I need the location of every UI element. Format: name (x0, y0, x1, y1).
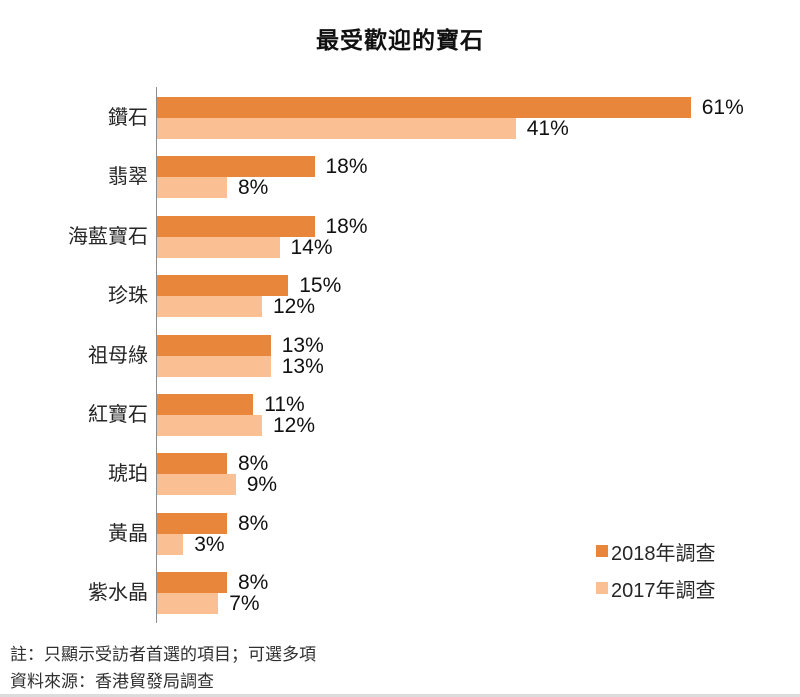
value-label-2017年調查: 7% (229, 592, 260, 616)
category-label: 紫水晶 (88, 582, 148, 605)
category-label: 琥珀 (108, 463, 148, 486)
bar-2018年調查 (157, 275, 289, 297)
bar-2018年調查 (157, 334, 271, 356)
value-label-2018年調查: 18% (325, 155, 368, 179)
footnote: 註：只顯示受訪者首選的項目；可選多項 (10, 645, 316, 664)
legend-swatch-2018-icon (596, 545, 608, 557)
bar-2017年調查 (157, 118, 516, 139)
footnotes: 註：只顯示受訪者首選的項目；可選多項 資料來源：香港貿發局調查 (10, 641, 316, 695)
bar-2017年調查 (157, 296, 262, 318)
bar-2017年調查 (157, 474, 236, 496)
category-label: 鑽石 (108, 107, 148, 129)
value-label-2017年調查: 8% (238, 176, 269, 200)
value-label-2017年調查: 14% (290, 235, 333, 259)
bar-2018年調查 (157, 512, 227, 534)
bottom-divider (0, 694, 800, 697)
bar-2017年調查 (157, 236, 280, 258)
value-label-2017年調查: 13% (281, 354, 324, 378)
category-label: 黃晶 (108, 522, 148, 545)
bar-2018年調查 (157, 572, 227, 594)
bar-2018年調查 (157, 394, 254, 415)
value-label-2017年調查: 41% (526, 117, 569, 140)
chart-title: 最受歡迎的寶石 (316, 27, 484, 53)
y-axis-line (156, 87, 157, 623)
value-label-2018年調查: 8% (238, 511, 269, 535)
legend-label-2018: 2018年調查 (611, 542, 716, 565)
category-label: 海藍寶石 (68, 225, 148, 248)
bar-2018年調查 (157, 215, 315, 237)
category-label: 紅寶石 (88, 404, 148, 426)
value-label-2018年調查: 61% (701, 96, 744, 119)
source-note: 資料來源：香港貿發局調查 (10, 672, 214, 691)
category-label: 翡翠 (108, 166, 148, 189)
plot-area: 鑽石 61% 41% 翡翠 18% 8% 海藍寶石 18% 14% 珍珠 15% 12% 祖母綠 13% 1… (0, 87, 800, 623)
category-label: 祖母綠 (88, 344, 148, 367)
legend-item-2017: 2017年調查 (596, 573, 716, 603)
value-label-2017年調查: 9% (246, 473, 278, 497)
category-label: 珍珠 (108, 285, 148, 308)
legend-swatch-2017-icon (596, 582, 608, 594)
bar-2018年調查 (157, 97, 691, 118)
value-label-2018年調查: 15% (299, 274, 342, 298)
value-label-2017年調查: 12% (273, 414, 316, 437)
value-label-2018年調查: 18% (325, 214, 368, 238)
value-label-2018年調查: 8% (238, 452, 269, 476)
value-label-2017年調查: 12% (273, 295, 316, 319)
value-label-2018年調查: 13% (281, 333, 324, 357)
bar-2017年調查 (157, 355, 271, 377)
value-label-2018年調查: 11% (264, 393, 305, 416)
value-label-2018年調查: 8% (238, 571, 269, 595)
bar-2018年調查 (157, 453, 227, 475)
value-label-2017年調查: 3% (194, 532, 225, 556)
bar-2017年調查 (157, 177, 227, 199)
legend-item-2018: 2018年調查 (596, 536, 716, 566)
bar-2017年調查 (157, 415, 262, 436)
bar-2017年調查 (157, 533, 184, 555)
bar-2018年調查 (157, 156, 315, 178)
legend-label-2017: 2017年調查 (611, 579, 716, 602)
bar-2017年調查 (157, 593, 219, 615)
legend: 2018年調查 2017年調查 (596, 536, 716, 610)
